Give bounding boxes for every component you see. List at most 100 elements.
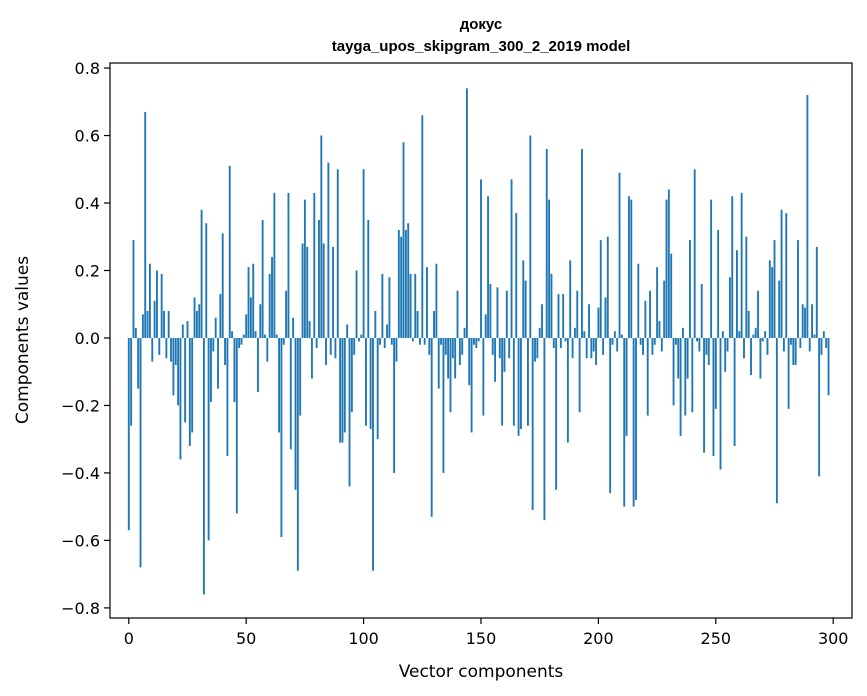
bar-261 [740,192,743,338]
bar-123 [416,310,419,338]
bar-242 [696,337,698,342]
y-tick-label-8: 0.8 [75,59,100,78]
bar-157 [496,287,499,338]
bar-153 [487,196,489,338]
bar-209 [618,172,621,338]
bar-167 [519,337,522,430]
bar-23 [181,324,184,338]
bar-149 [477,337,480,342]
bar-129 [430,337,433,517]
bar-42 [226,337,229,457]
bar-60 [268,273,271,338]
bar-120 [409,273,412,338]
bar-86 [329,337,332,355]
bar-91 [341,337,344,443]
bar-154 [489,283,492,338]
bar-3 [134,327,137,338]
bar-35 [210,337,212,403]
bar-21 [177,337,180,406]
bar-137 [449,337,452,413]
y-tick-label-1: −0.6 [61,531,100,550]
bar-225 [656,267,659,338]
bar-99 [360,334,363,338]
bar-185 [562,294,565,338]
bar-93 [346,324,349,338]
bar-87 [332,246,335,338]
y-tick-label-4: 0.0 [75,329,100,348]
y-tick-label-5: 0.2 [75,261,100,280]
bar-294 [818,337,821,477]
bar-54 [254,331,257,338]
bar-197 [590,337,593,359]
bar-298 [827,337,830,396]
bar-240 [691,337,694,413]
bar-215 [632,337,635,507]
bar-283 [792,337,795,365]
bar-20 [174,337,177,365]
bar-85 [327,162,330,338]
bar-284 [794,337,797,365]
bar-292 [813,334,816,338]
bar-206 [611,337,614,345]
bar-244 [700,283,703,338]
bar-27 [191,337,194,433]
bar-272 [766,337,769,355]
bar-273 [768,260,771,338]
bar-236 [682,327,684,338]
bar-103 [369,337,372,430]
bar-98 [357,337,360,342]
bar-150 [480,179,482,338]
bar-31 [200,209,203,338]
bar-204 [606,236,609,338]
bar-214 [630,199,633,338]
bar-51 [247,267,250,338]
bar-10 [151,337,154,362]
bar-234 [677,337,680,379]
bar-266 [752,334,755,338]
bar-264 [747,310,750,338]
bar-144 [465,88,468,338]
bar-4 [137,337,140,389]
bar-193 [581,149,583,338]
bar-26 [188,337,191,446]
bar-188 [569,260,572,338]
bar-203 [604,297,607,338]
bar-145 [468,337,471,386]
bar-235 [679,337,682,436]
bar-280 [785,213,788,338]
bar-296 [822,331,825,338]
bar-211 [623,337,626,507]
bar-17 [167,310,170,338]
bar-270 [761,337,764,342]
bar-248 [710,199,713,338]
bar-1 [130,337,133,426]
bar-104 [372,337,374,571]
bar-81 [318,219,320,338]
bar-32 [202,337,205,595]
bar-127 [426,267,428,338]
bar-90 [339,337,342,443]
bar-183 [557,294,560,338]
bar-38 [217,337,219,389]
bar-124 [419,337,421,345]
bar-176 [541,304,543,338]
bar-220 [644,300,647,338]
bar-147 [473,337,475,345]
bar-164 [512,337,515,426]
bar-295 [820,337,823,355]
y-tick-label-6: 0.4 [75,194,100,213]
bar-249 [712,337,715,457]
bar-181 [552,337,555,349]
bar-267 [754,327,757,338]
bar-130 [433,310,435,338]
bar-190 [573,327,576,338]
bar-253 [721,331,724,338]
bar-281 [787,337,790,409]
bar-135 [444,337,447,355]
chart-title: докус [460,16,503,33]
bar-19 [172,337,175,396]
bar-48 [240,337,243,345]
bar-34 [207,337,210,541]
bar-172 [531,337,534,511]
